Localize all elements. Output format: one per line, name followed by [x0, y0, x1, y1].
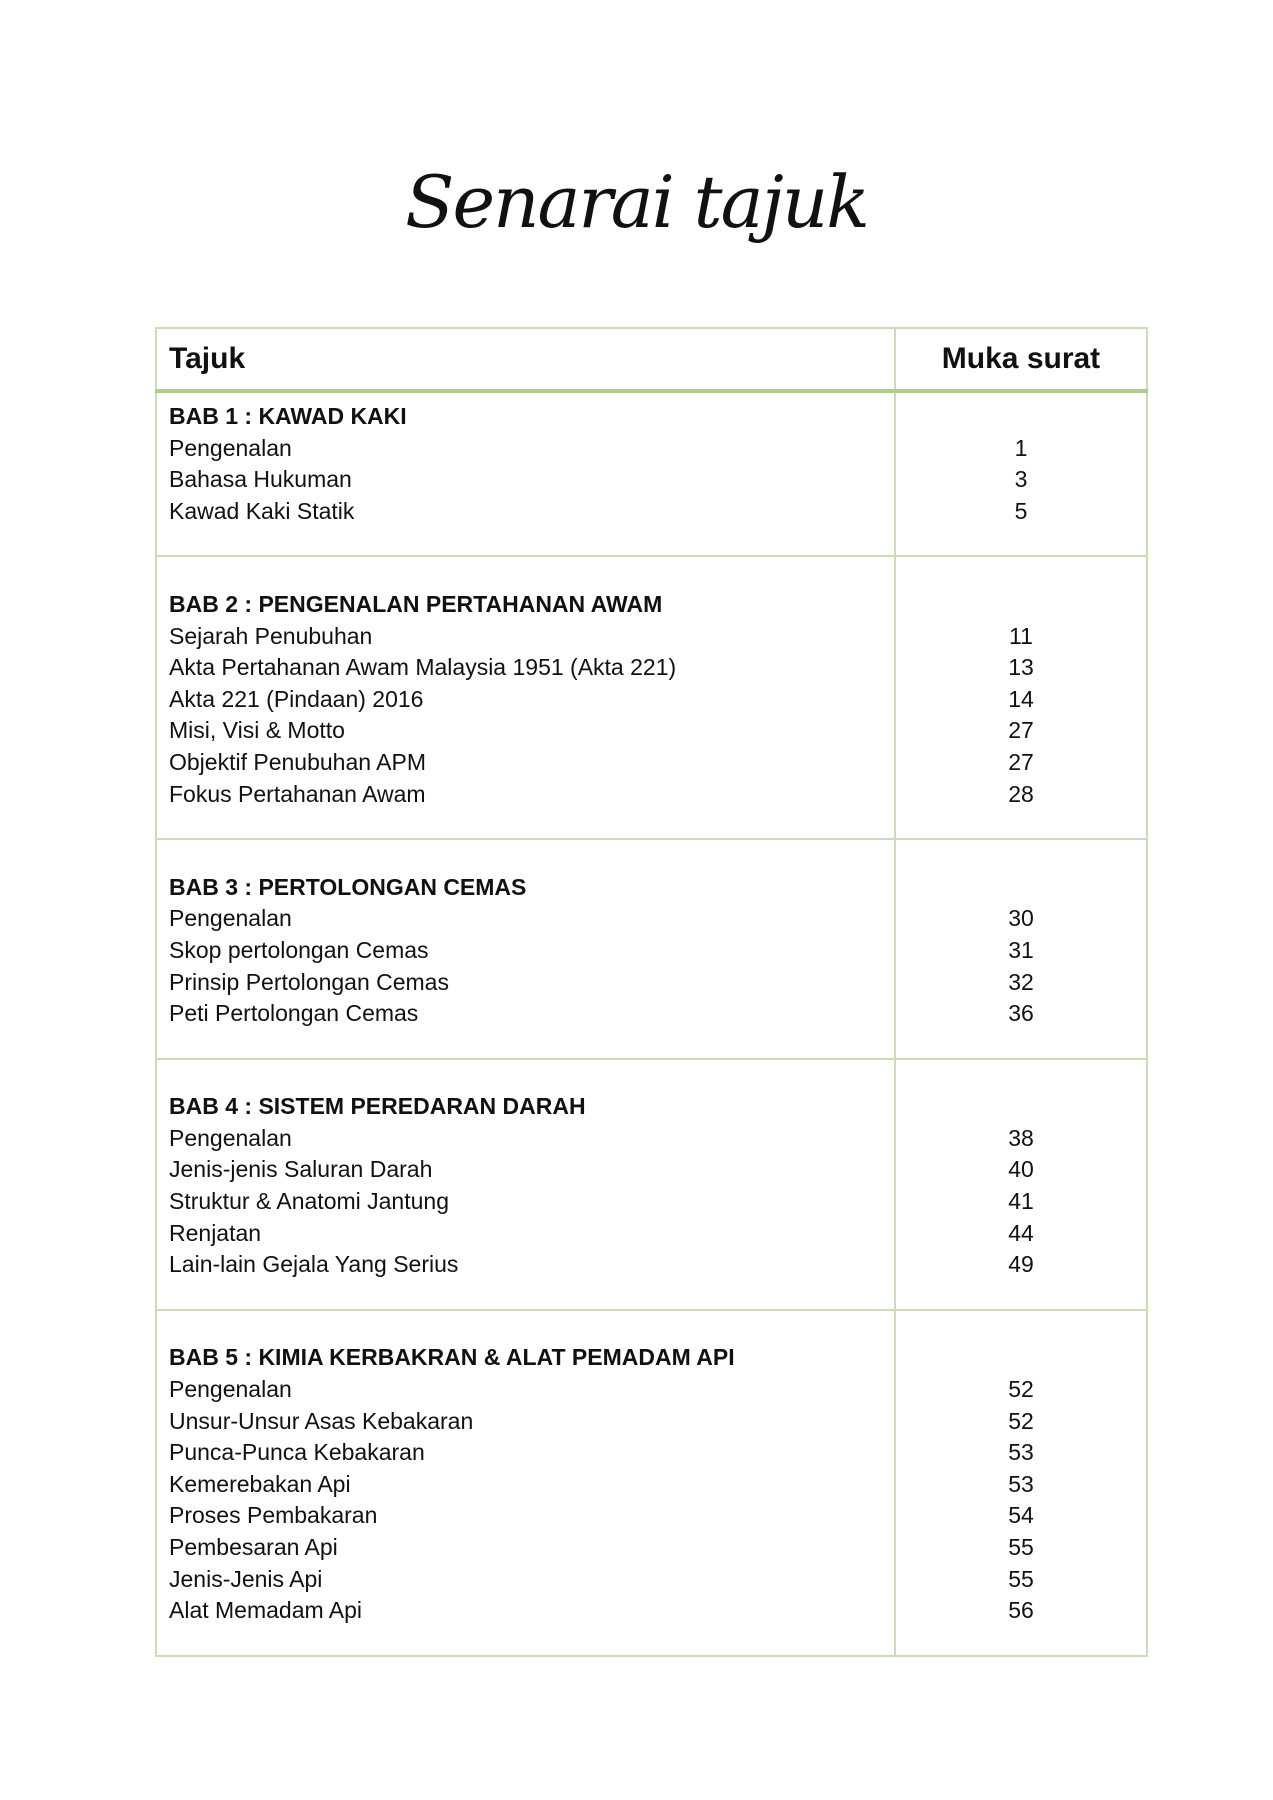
chapter-row: BAB 2 : PENGENALAN PERTAHANAN AWAM Sejara…	[155, 555, 1148, 841]
chapter-row: BAB 5 : KIMIA KERBAKRAN & ALAT PEMADAM A…	[155, 1308, 1148, 1657]
topic-cell: BAB 4 : SISTEM PEREDARAN DARAH Pengenalan…	[155, 1057, 896, 1311]
topic-label: Bahasa Hukuman	[169, 466, 352, 493]
topic-label: Sejarah Penubuhan	[169, 622, 373, 649]
topic-label: Lain-lain Gejala Yang Serius	[169, 1251, 459, 1278]
chapter-row: BAB 3 : PERTOLONGAN CEMAS Pengenalan Skop …	[155, 838, 1148, 1060]
topic-label: Jenis-Jenis Api	[169, 1565, 323, 1592]
header-page: Muka surat	[894, 327, 1148, 393]
table-header-row: Tajuk Muka surat	[155, 327, 1148, 393]
topic-label: Akta Pertahanan Awam Malaysia 1951 (Akta…	[169, 654, 677, 681]
topic-label: Kemerebakan Api	[169, 1470, 351, 1497]
topic-label: Prinsip Pertolongan Cemas	[169, 968, 449, 995]
topic-cell: BAB 1 : KAWAD KAKI Pengenalan Bahasa Hukum…	[155, 389, 896, 558]
chapter-title: BAB 3 : PERTOLONGAN CEMAS	[169, 873, 527, 900]
page-number: 44	[1008, 1219, 1034, 1246]
page-cell: 1 3 5	[894, 389, 1148, 558]
topic-cell: BAB 3 : PERTOLONGAN CEMAS Pengenalan Skop …	[155, 838, 896, 1060]
topic-label: Fokus Pertahanan Awam	[169, 780, 426, 807]
topic-label: Pembesaran Api	[169, 1534, 338, 1560]
page-number: 3	[1014, 466, 1028, 493]
page-number: 30	[1008, 905, 1034, 932]
spacer	[908, 1311, 1134, 1343]
chapter-title: BAB 5 : KIMIA KERBAKRAN & ALAT PEMADAM A…	[169, 1344, 735, 1371]
topic-label: Pengenalan	[169, 1376, 292, 1403]
page-number: 32	[1008, 968, 1034, 995]
page-number: 41	[1008, 1188, 1034, 1215]
header-topic: Tajuk	[155, 327, 896, 393]
topic-label: Kawad Kaki Statik	[169, 497, 355, 524]
page-number: 27	[1008, 717, 1034, 744]
page-number: 49	[1008, 1251, 1034, 1278]
page-title: Senarai tajuk	[405, 160, 870, 244]
topic-label: Unsur-Unsur Asas Kebakaran	[169, 1407, 474, 1434]
chapter-row: BAB 4 : SISTEM PEREDARAN DARAH Pengenalan…	[155, 1057, 1148, 1311]
page-number: 54	[1008, 1502, 1034, 1529]
topic-cell: BAB 2 : PENGENALAN PERTAHANAN AWAM Sejara…	[155, 555, 896, 841]
spacer	[908, 589, 1134, 621]
topic-label: Punca-Punca Kebakaran	[169, 1439, 425, 1466]
page-cell: 52 52 53 53 54 55 55 56	[894, 1308, 1148, 1657]
page-number: 38	[1008, 1124, 1034, 1151]
topic-label: Struktur & Anatomi Jantung	[169, 1188, 449, 1215]
page-number: 27	[1008, 748, 1034, 775]
spacer	[908, 1342, 1134, 1374]
topic-cell: BAB 5 : KIMIA KERBAKRAN & ALAT PEMADAM A…	[155, 1308, 896, 1657]
topic-label: Proses Pembakaran	[169, 1502, 378, 1529]
page-number: 11	[1009, 622, 1033, 649]
spacer	[908, 1060, 1134, 1092]
page-cell: 30 31 32 36	[894, 838, 1148, 1060]
page-number: 31	[1008, 936, 1034, 963]
page-number: 55	[1008, 1565, 1034, 1592]
page-number: 53	[1008, 1470, 1034, 1497]
topic-label: Skop pertolongan Cemas	[169, 936, 429, 963]
page-number: 52	[1008, 1407, 1034, 1434]
topic-label: Misi, Visi & Motto	[169, 717, 345, 744]
page-number: 13	[1008, 654, 1034, 681]
topic-label: Akta 221 (Pindaan) 2016	[169, 685, 424, 712]
page-number: 36	[1008, 1000, 1034, 1027]
topic-label: Jenis-jenis Saluran Darah	[169, 1156, 433, 1183]
page-number: 56	[1008, 1597, 1034, 1624]
topic-label: Peti Pertolongan Cemas	[169, 1000, 419, 1027]
page-number: 14	[1008, 685, 1034, 712]
page-cell: 38 40 41 44 49	[894, 1057, 1148, 1311]
spacer	[908, 840, 1134, 872]
topic-label: Pengenalan	[169, 905, 292, 932]
chapter-row: BAB 1 : KAWAD KAKI Pengenalan Bahasa Hukum…	[155, 389, 1148, 558]
spacer	[169, 840, 882, 872]
page-number: 5	[1014, 497, 1028, 524]
chapter-title: BAB 2 : PENGENALAN PERTAHANAN AWAM	[169, 590, 663, 617]
page-number: 28	[1008, 780, 1034, 807]
spacer	[908, 557, 1134, 589]
page-cell: 11 13 14 27 27 28	[894, 555, 1148, 841]
topic-label: Renjatan	[169, 1219, 262, 1246]
topic-label: Objektif Penubuhan APM	[169, 748, 426, 775]
spacer	[169, 1060, 882, 1092]
topic-label: Pengenalan	[169, 434, 292, 461]
spacer	[169, 557, 882, 589]
spacer	[169, 1311, 882, 1343]
spacer	[908, 1091, 1134, 1123]
page-number: 52	[1008, 1376, 1034, 1403]
page-number: 40	[1008, 1156, 1034, 1183]
page-number: 55	[1008, 1534, 1034, 1560]
chapter-title: BAB 1 : KAWAD KAKI	[169, 403, 407, 429]
contents-table: Tajuk Muka surat BAB 1 : KAWAD KAKI Penge…	[155, 327, 1148, 1657]
topic-label: Alat Memadam Api	[169, 1597, 363, 1624]
chapter-title: BAB 4 : SISTEM PEREDARAN DARAH	[169, 1093, 586, 1120]
spacer	[908, 872, 1134, 904]
topic-label: Pengenalan	[169, 1124, 292, 1151]
page-number: 1	[1014, 434, 1028, 461]
spacer	[908, 401, 1134, 433]
page-number: 53	[1008, 1439, 1034, 1466]
